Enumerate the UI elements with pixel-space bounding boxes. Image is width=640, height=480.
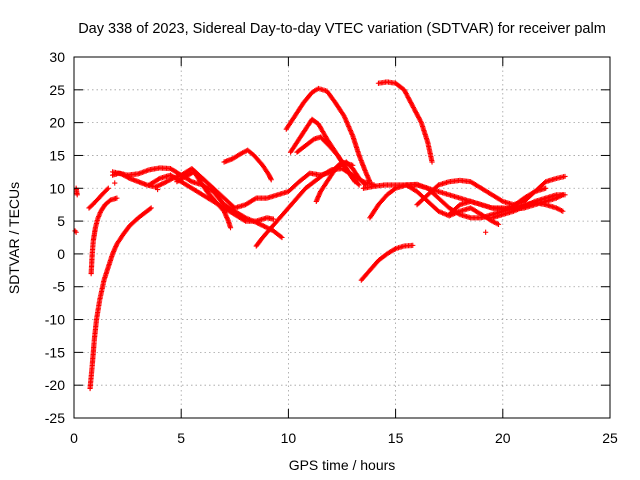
data-point <box>155 186 161 193</box>
data-point <box>147 206 153 212</box>
y-tick-label: -5 <box>53 279 66 295</box>
series-arc-q <box>358 242 416 283</box>
data-point <box>268 177 274 183</box>
y-axis-label: SDTVAR / TECUs <box>6 182 22 294</box>
data-point <box>560 208 566 214</box>
data-point <box>543 185 549 191</box>
data-point <box>104 186 110 192</box>
y-tick-label: 15 <box>49 147 65 163</box>
series-arc-s <box>367 181 566 221</box>
data-point <box>429 159 435 165</box>
x-tick-label: 0 <box>70 430 78 446</box>
series-arc-c <box>87 205 154 392</box>
series-arc-v <box>446 185 549 218</box>
data-point <box>270 216 276 222</box>
data-points <box>72 79 568 392</box>
chart-title: Day 338 of 2023, Sidereal Day-to-day VTE… <box>78 21 606 37</box>
y-tick-label: -25 <box>45 410 65 426</box>
data-point <box>278 234 284 240</box>
y-tick-label: 0 <box>57 246 65 262</box>
data-point <box>279 234 285 241</box>
series-isolated <box>112 180 489 235</box>
series-arc-p <box>375 79 435 165</box>
x-tick-label: 25 <box>602 430 618 446</box>
data-point <box>148 205 154 211</box>
series-arc-n <box>294 134 362 188</box>
y-tick-label: 20 <box>49 115 65 131</box>
series-arc-u <box>403 182 502 227</box>
y-tick-label: 10 <box>49 180 65 196</box>
data-point <box>105 185 111 191</box>
data-point <box>410 242 416 248</box>
x-tick-label: 5 <box>177 430 185 446</box>
plot-frame <box>73 56 611 419</box>
data-point <box>483 229 489 235</box>
data-point <box>114 195 120 201</box>
series-arc-a <box>72 228 79 235</box>
series-arc-d <box>88 195 120 277</box>
series-arc-e <box>86 185 111 211</box>
data-point <box>367 179 373 185</box>
data-point <box>562 173 568 180</box>
series-arc-h <box>146 172 276 224</box>
x-axis-label: GPS time / hours <box>289 457 396 473</box>
y-tick-label: -20 <box>45 377 65 393</box>
data-point <box>112 180 118 186</box>
series-arc-o <box>313 159 369 204</box>
x-tick-label: 20 <box>495 430 511 446</box>
y-tick-label: -10 <box>45 312 65 328</box>
series-arc-w <box>489 192 568 221</box>
data-point <box>356 182 362 188</box>
series-arc-l <box>283 85 373 185</box>
x-tick-label: 15 <box>388 430 404 446</box>
data-point <box>495 221 502 227</box>
data-point <box>74 192 80 198</box>
y-tick-label: 30 <box>49 49 65 65</box>
series-arc-j <box>221 147 274 183</box>
series-arc-r <box>360 182 566 212</box>
data-point <box>227 225 234 231</box>
grid-lines <box>74 57 610 418</box>
data-point <box>355 181 361 187</box>
series-arc-i <box>174 169 234 231</box>
y-tick-label: 5 <box>57 213 65 229</box>
y-tick-label: -15 <box>45 344 65 360</box>
y-tick-label: 25 <box>49 82 65 98</box>
axis-ticks: -25 -20 -15 -10 -5 0 5 10 15 20 25 30 0 5 10 15 20 25 <box>45 49 618 446</box>
data-point <box>562 192 568 198</box>
x-tick-label: 10 <box>281 430 297 446</box>
